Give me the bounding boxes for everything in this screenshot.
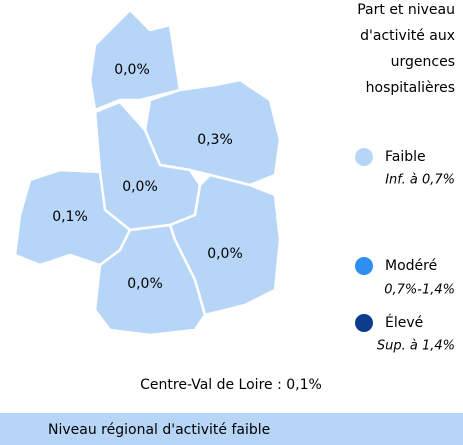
- region-value: 0,0%: [122, 179, 158, 195]
- title-line: urgences: [391, 54, 455, 70]
- region-value: 0,3%: [197, 132, 233, 148]
- region-value: 0,0%: [207, 246, 243, 262]
- banner: Niveau régional d'activité faible: [48, 422, 270, 438]
- region: [93, 223, 207, 337]
- region-value: 0,1%: [52, 209, 88, 225]
- legend-swatch: [355, 314, 373, 332]
- region: [88, 8, 182, 112]
- legend-label: Élevé: [385, 314, 423, 331]
- legend-label: Faible: [385, 149, 426, 165]
- region-value: 0,0%: [114, 62, 150, 78]
- legend-range: Sup. à 1,4%: [377, 339, 455, 354]
- legend-swatch: [355, 148, 373, 166]
- summary: Centre-Val de Loire : 0,1%: [140, 377, 322, 393]
- title-line: hospitalières: [366, 80, 455, 96]
- map: 0,0% 0,3% 0,0% 0,1% 0,0% 0,0%: [13, 8, 282, 337]
- banner-bg: [0, 413, 463, 445]
- title: Part et niveau d'activité aux urgences h…: [357, 2, 455, 96]
- legend: Faible Inf. à 0,7% Modéré 0,7%-1,4% Élev…: [355, 148, 455, 354]
- legend-range: Inf. à 0,7%: [385, 173, 455, 188]
- title-line: d'activité aux: [360, 28, 455, 44]
- region-value: 0,0%: [127, 276, 163, 292]
- title-line: Part et niveau: [357, 2, 455, 18]
- legend-label: Modéré: [385, 258, 437, 274]
- legend-swatch: [355, 257, 373, 275]
- legend-range: 0,7%-1,4%: [384, 283, 455, 298]
